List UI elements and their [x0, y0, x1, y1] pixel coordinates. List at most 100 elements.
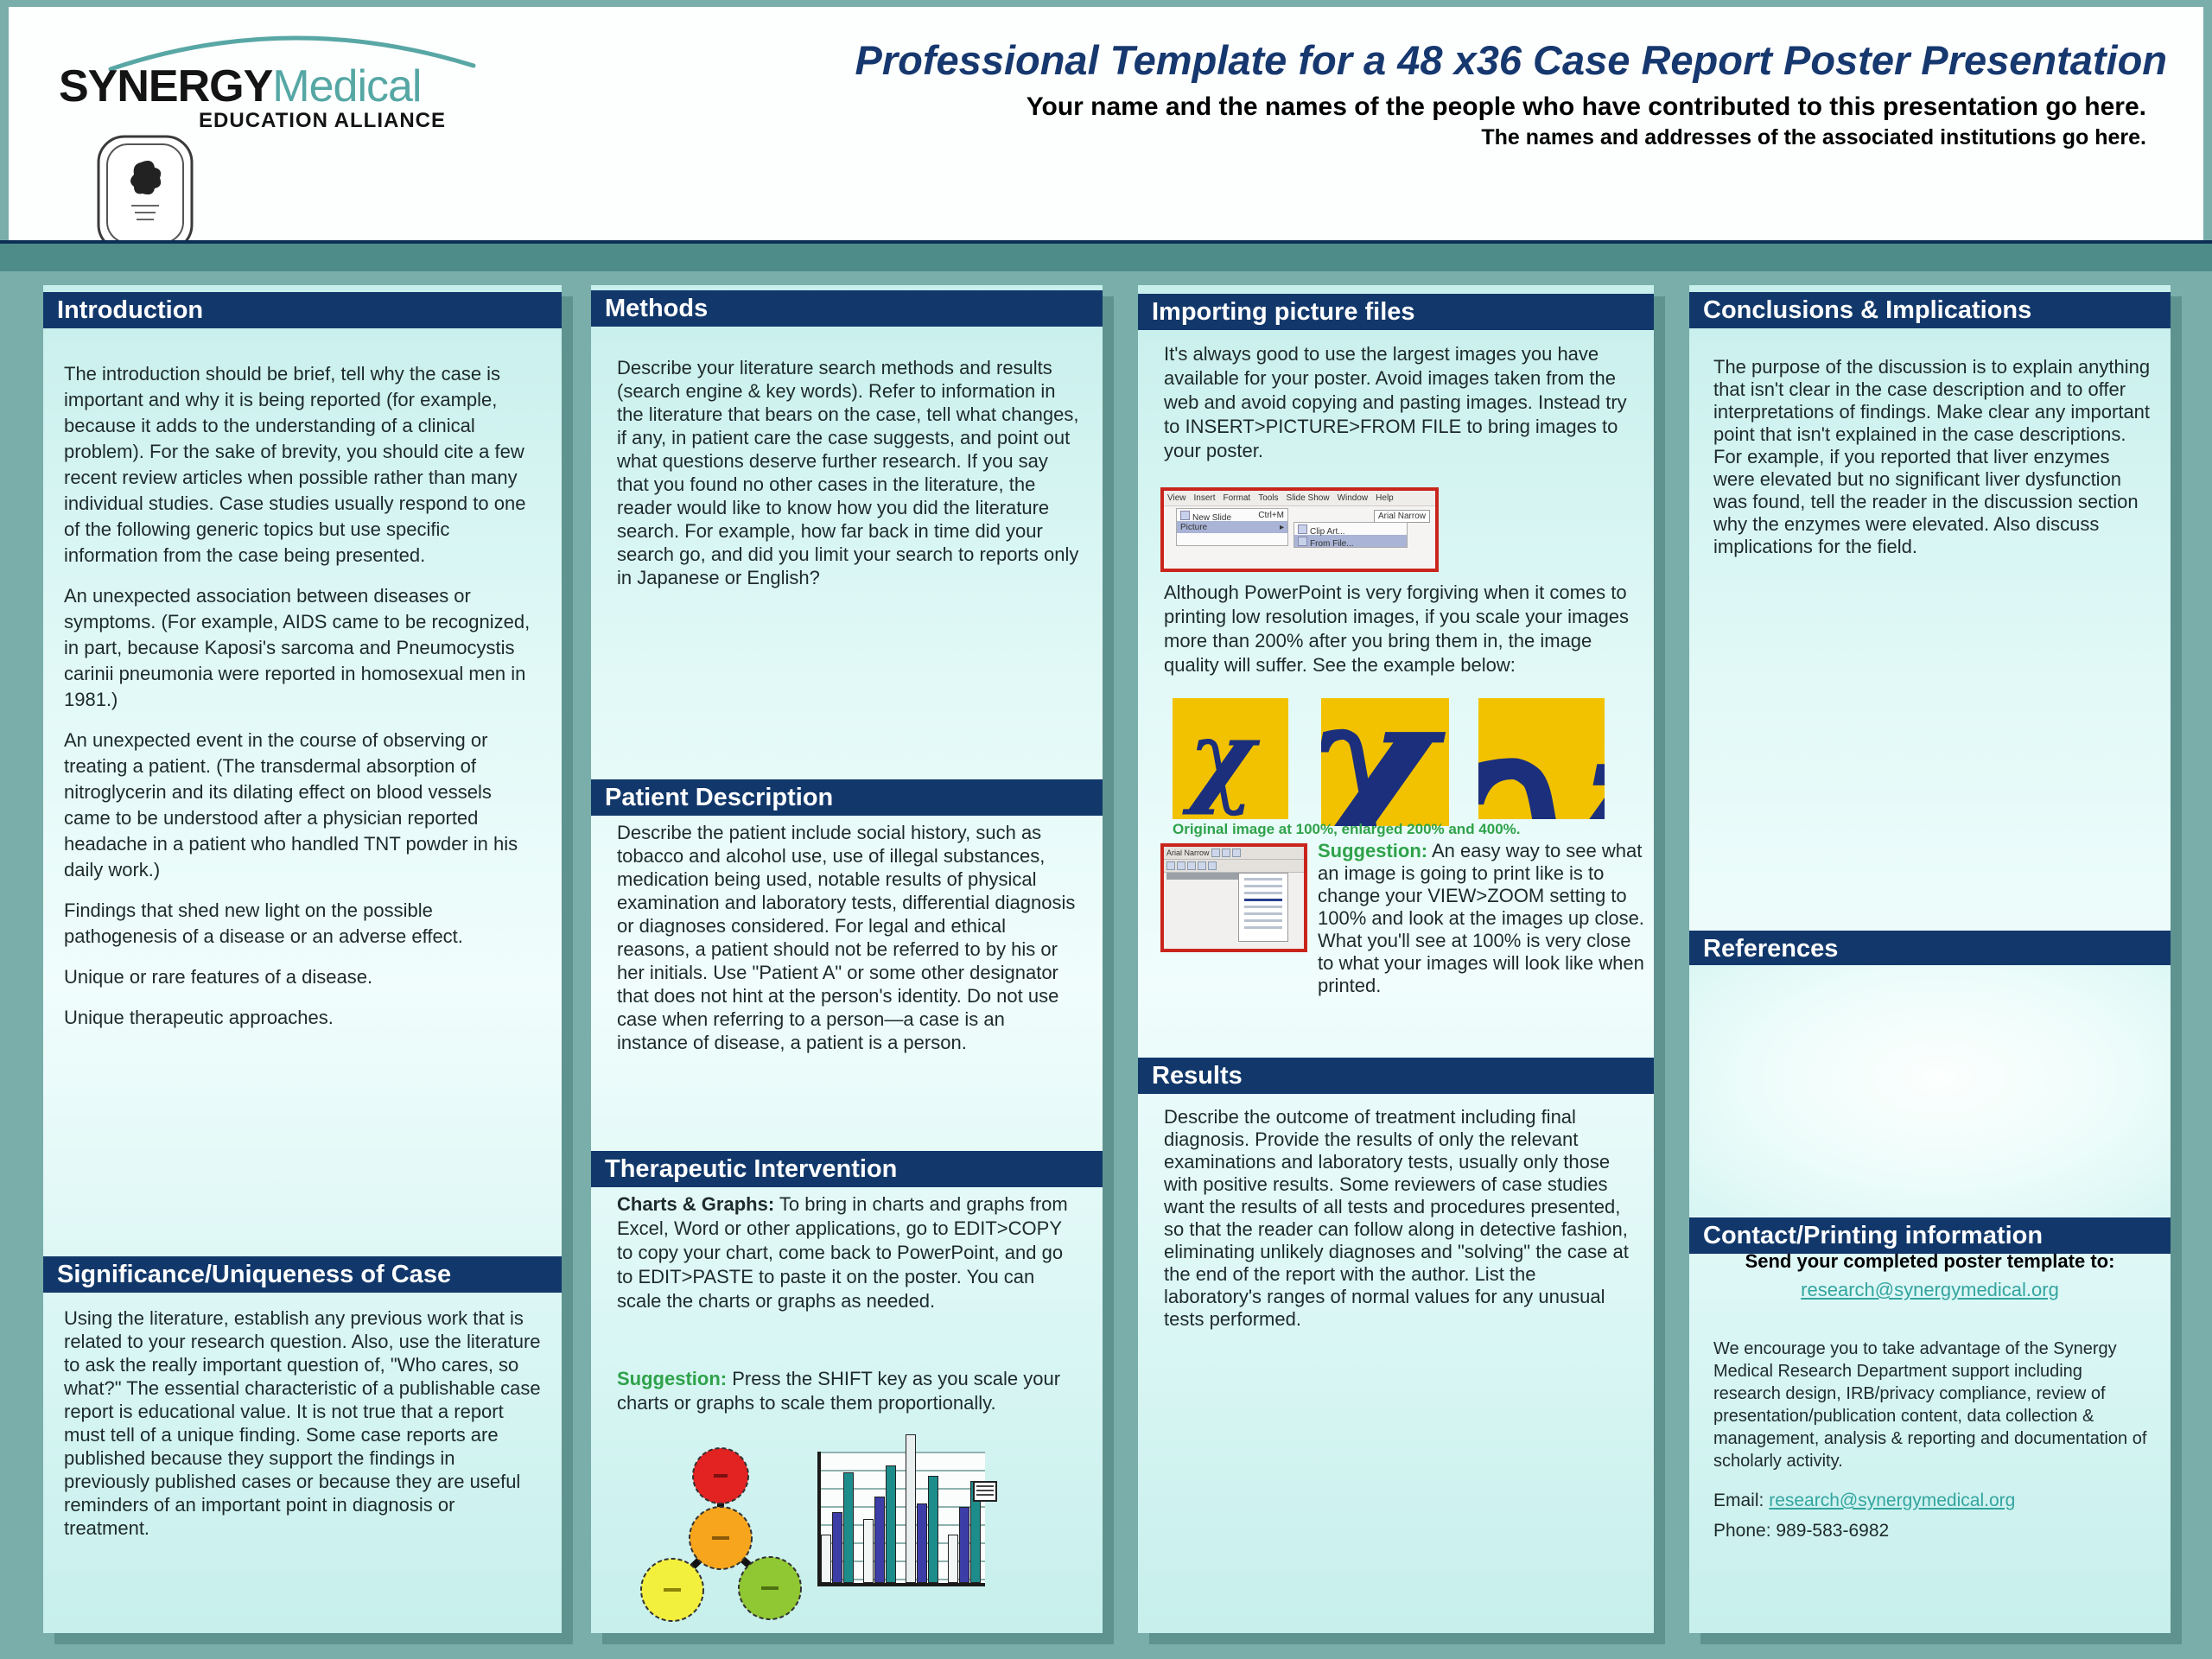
suggestion-label: Suggestion:	[1318, 840, 1428, 861]
bar-cluster	[821, 1472, 854, 1583]
logo-subtitle: EDUCATION ALLIANCE	[199, 109, 446, 132]
chi-caption: Original image at 100%, enlarged 200% an…	[1173, 821, 1521, 837]
ppt-menu-picture: Picture ▸	[1177, 521, 1287, 533]
introduction-p5: Unique or rare features of a disease.	[64, 966, 373, 988]
submenu-arrow-icon: ▸	[1279, 523, 1284, 532]
introduction-p6: Unique therapeutic approaches.	[64, 1007, 334, 1028]
bar	[832, 1512, 842, 1583]
bar	[843, 1472, 854, 1583]
authors-line: Your name and the names of the people wh…	[1026, 92, 2146, 121]
therapeutic-text: Charts & Graphs: To bring in charts and …	[617, 1192, 1080, 1313]
research-email-link[interactable]: research@synergymedical.org	[1801, 1279, 2059, 1300]
significance-text: Using the literature, establish any prev…	[64, 1307, 541, 1539]
send-poster-link-wrap: research@synergymedical.org	[1689, 1279, 2171, 1301]
ppt-menu-item: Slide Show	[1286, 493, 1330, 503]
suggestion-text: An easy way to see what an image is goin…	[1318, 840, 1644, 996]
section-header-results: Results	[1138, 1058, 1654, 1094]
section-header-contact: Contact/Printing information	[1689, 1217, 2171, 1254]
ppt-menu-blank-row	[1177, 533, 1287, 545]
section-header-therapeutic-intervention: Therapeutic Intervention	[591, 1151, 1103, 1187]
suggestion-label: Suggestion:	[617, 1368, 728, 1389]
email-link[interactable]: research@synergymedical.org	[1769, 1491, 2016, 1510]
header-divider	[0, 240, 2212, 244]
ppt-menu-item: Tools	[1258, 493, 1279, 503]
column-importing: Importing picture files It's always good…	[1138, 285, 1654, 1633]
header-titles: Professional Template for a 48 x36 Case …	[525, 36, 2167, 150]
ppt-menu-item: View	[1167, 493, 1186, 503]
bar	[886, 1465, 896, 1583]
bar-cluster	[906, 1434, 938, 1583]
references-empty-area	[1689, 965, 2171, 1216]
ppt-menu-item: Window	[1337, 493, 1369, 503]
ppt-insert-menu: New Slide Ctrl+M Picture ▸	[1176, 508, 1288, 546]
chi-sample-100: χ	[1173, 698, 1288, 819]
introduction-p2: An unexpected association between diseas…	[64, 585, 531, 710]
bar-chart-legend	[973, 1481, 997, 1502]
chi-sample-200: χ	[1321, 698, 1449, 826]
synergy-logo: SYNERGYMedical EDUCATION ALLIANCE	[52, 16, 501, 252]
bar-chart-graphic	[809, 1427, 997, 1593]
phone-row: Phone: 989-583-6982	[1713, 1521, 1889, 1541]
column-introduction: Introduction The introduction should be …	[43, 285, 562, 1633]
email-row: Email: research@synergymedical.org	[1713, 1491, 2015, 1511]
section-header-introduction: Introduction	[43, 292, 562, 328]
results-text: Describe the outcome of treatment includ…	[1164, 1106, 1629, 1330]
ppt-picture-submenu: Clip Art... From File...	[1294, 522, 1408, 549]
header: SYNERGYMedical EDUCATION ALLIANCE Profes…	[9, 7, 2203, 252]
ppt-font-box: Arial Narrow	[1373, 510, 1430, 523]
section-header-methods: Methods	[591, 290, 1103, 327]
bar	[906, 1434, 916, 1583]
introduction-p4: Findings that shed new light on the poss…	[64, 899, 463, 947]
patient-description-text: Describe the patient include social hist…	[617, 822, 1076, 1053]
bar-chart-bars	[821, 1427, 981, 1583]
institutions-line: The names and addresses of the associate…	[1481, 125, 2146, 149]
ppt-menu-screenshot: View Insert Format Tools Slide Show Window Hel…	[1160, 487, 1439, 572]
bar	[863, 1519, 874, 1583]
chi-sample-400: χ	[1478, 698, 1605, 819]
section-header-significance: Significance/Uniqueness of Case	[43, 1256, 562, 1293]
introduction-p1: The introduction should be brief, tell w…	[64, 363, 526, 566]
ppt-menu-bar: View Insert Format Tools Slide Show Window Hel…	[1164, 491, 1435, 506]
importing-text-2: Although PowerPoint is very forgiving wh…	[1164, 582, 1630, 676]
section-header-importing: Importing picture files	[1138, 294, 1654, 330]
bar	[821, 1535, 831, 1583]
logo-brand-light: Medical	[272, 61, 422, 111]
suggestion-text: Press the SHIFT key as you scale your ch…	[617, 1368, 1061, 1414]
poster-title: Professional Template for a 48 x36 Case …	[855, 37, 2167, 83]
conclusions-text: The purpose of the discussion is to expl…	[1713, 356, 2151, 557]
logo-wordmark: SYNERGYMedical	[59, 60, 422, 112]
section-header-references: References	[1689, 931, 2171, 967]
logo-brand-bold: SYNERGY	[59, 61, 273, 111]
ppt-menu-item: Insert	[1193, 493, 1216, 503]
ppt-menu-item: Format	[1223, 493, 1251, 503]
importing-text-1: It's always good to use the largest imag…	[1164, 343, 1627, 461]
molecule-diagram-graphic	[640, 1447, 802, 1622]
bar	[917, 1503, 927, 1583]
methods-text: Describe your literature search methods …	[617, 357, 1079, 588]
therapeutic-suggestion: Suggestion: Press the SHIFT key as you s…	[617, 1367, 1080, 1415]
send-poster-label: Send your completed poster template to:	[1745, 1250, 2115, 1272]
introduction-p3: An unexpected event in the course of obs…	[64, 729, 518, 880]
charts-graphs-text: To bring in charts and graphs from Excel…	[617, 1193, 1068, 1312]
bar-cluster	[948, 1481, 981, 1583]
column-conclusions: Conclusions & Implications The purpose o…	[1689, 285, 2171, 1633]
ppt-menu-clip-art: Clip Art...	[1294, 523, 1407, 537]
zoom-dropdown-list	[1238, 873, 1288, 942]
bar	[948, 1535, 958, 1583]
phone-value: 989-583-6982	[1776, 1521, 1890, 1541]
ppt-zoom-screenshot: Arial Narrow	[1160, 843, 1307, 952]
email-label: Email:	[1713, 1491, 1764, 1510]
introduction-text: The introduction should be brief, tell w…	[64, 361, 541, 1046]
ppt-menu-item: Help	[1376, 493, 1394, 503]
bar	[874, 1497, 885, 1583]
importing-suggestion: Suggestion: An easy way to see what an i…	[1318, 840, 1648, 997]
phone-label: Phone:	[1713, 1521, 1771, 1541]
bar	[928, 1476, 938, 1583]
charts-graphs-label: Charts & Graphs:	[617, 1193, 775, 1215]
bar	[959, 1507, 969, 1583]
swoosh-icon	[108, 35, 476, 72]
section-header-conclusions: Conclusions & Implications	[1689, 292, 2171, 328]
column-methods: Methods Describe your literature search …	[591, 285, 1103, 1633]
contact-body-text: We encourage you to take advantage of th…	[1713, 1339, 2147, 1471]
